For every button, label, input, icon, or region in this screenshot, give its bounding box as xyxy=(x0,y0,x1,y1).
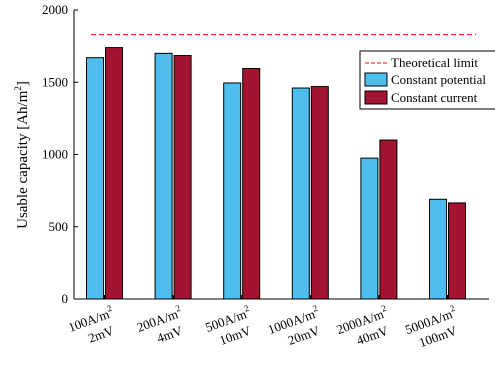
bar-constant-potential xyxy=(154,52,173,300)
category-label-sup: 2 xyxy=(448,303,456,314)
legend-label-theoretical-limit: Theoretical limit xyxy=(391,55,478,70)
bar-constant-current xyxy=(448,202,466,300)
bar-constant-current xyxy=(379,139,398,300)
category-label-sup: 2 xyxy=(380,303,388,314)
legend: Theoretical limit Constant potential Const… xyxy=(359,50,495,110)
legend-swatch-constant-potential xyxy=(364,72,388,87)
category-label-sup: 2 xyxy=(174,303,182,314)
bars xyxy=(86,47,466,300)
category-label-sup: 2 xyxy=(105,303,113,314)
bar-constant-current xyxy=(242,68,261,300)
bar-constant-current xyxy=(105,47,123,300)
legend-label-constant-current: Constant current xyxy=(391,90,478,105)
y-tick-label: 1500 xyxy=(42,74,68,89)
y-axis-title: Usable capacity [Ah/m2] xyxy=(13,81,31,229)
y-tick-label: 1000 xyxy=(42,147,68,162)
legend-label-constant-potential: Constant potential xyxy=(391,72,486,87)
bar-constant-potential xyxy=(291,87,310,300)
legend-swatch-constant-current xyxy=(364,90,388,105)
category-label-sup: 2 xyxy=(243,303,251,314)
y-axis-title-main: Usable capacity [Ah/m xyxy=(15,90,31,229)
bar-constant-current xyxy=(173,55,192,300)
y-tick-label: 0 xyxy=(62,291,69,306)
bar-constant-potential xyxy=(223,82,242,300)
y-tick-label: 2000 xyxy=(42,2,68,17)
bar-constant-current xyxy=(310,86,329,300)
bar-constant-potential xyxy=(86,57,104,300)
y-axis-title-sup: 2 xyxy=(13,86,23,91)
y-tick-label: 500 xyxy=(49,219,69,234)
category-label-sup: 2 xyxy=(311,303,319,314)
y-axis-title-tail: ] xyxy=(15,81,31,86)
y-axis-ticks: 0 500 1000 1500 2000 xyxy=(42,2,78,306)
bar-constant-potential xyxy=(429,198,447,300)
bar-constant-potential xyxy=(360,157,379,300)
